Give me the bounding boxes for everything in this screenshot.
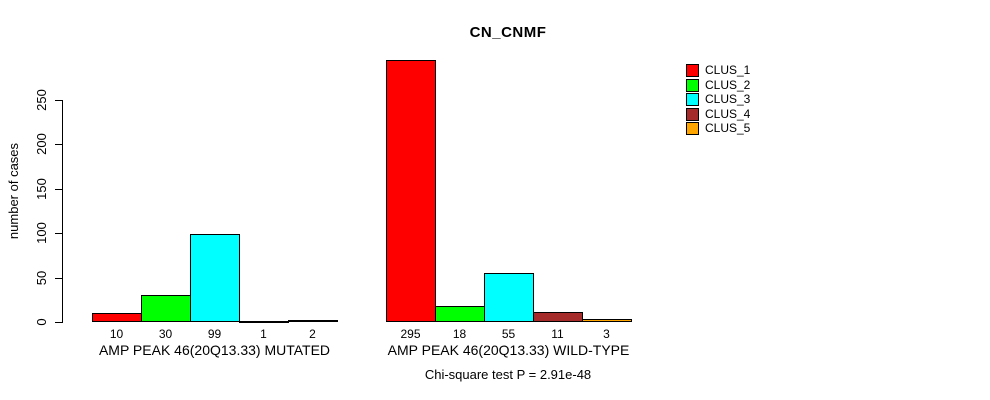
bar bbox=[92, 313, 142, 322]
legend-swatch bbox=[686, 107, 699, 121]
legend-label: CLUS_5 bbox=[705, 121, 751, 135]
legend: CLUS_1 CLUS_2 CLUS_3 CLUS_4 CLUS_5 bbox=[686, 64, 750, 137]
legend-swatch bbox=[686, 78, 699, 92]
y-tick bbox=[55, 100, 62, 101]
bar-value-label: 55 bbox=[501, 327, 516, 341]
bar-value-label: 295 bbox=[400, 327, 421, 341]
bar bbox=[533, 312, 583, 322]
y-tick bbox=[55, 144, 62, 146]
bar-value-label: 11 bbox=[551, 327, 564, 341]
bar-value-label: 10 bbox=[109, 327, 124, 341]
y-tick bbox=[55, 277, 62, 279]
y-tick bbox=[55, 188, 62, 190]
y-tick bbox=[55, 233, 62, 235]
y-axis-line bbox=[62, 100, 63, 323]
bar-value-label: 99 bbox=[207, 327, 222, 341]
legend-item: CLUS_5 bbox=[686, 122, 750, 135]
y-tick-label: 250 bbox=[34, 89, 49, 111]
bar-value-label: 18 bbox=[452, 327, 467, 341]
bar-value-label: 2 bbox=[309, 327, 316, 341]
bar-value-label: 1 bbox=[260, 327, 267, 341]
y-tick-label: 0 bbox=[34, 318, 49, 326]
y-tick-label: 150 bbox=[34, 177, 49, 200]
legend-swatch bbox=[686, 64, 699, 77]
legend-item: CLUS_1 bbox=[686, 64, 750, 77]
legend-label: CLUS_2 bbox=[705, 77, 751, 92]
bar bbox=[190, 234, 240, 322]
bar-value-label: 30 bbox=[158, 327, 173, 341]
legend-swatch bbox=[686, 122, 699, 135]
y-tick-label: 200 bbox=[34, 133, 49, 156]
legend-item: CLUS_2 bbox=[686, 77, 751, 92]
bar bbox=[435, 306, 485, 322]
bar bbox=[239, 321, 289, 324]
y-tick bbox=[55, 322, 62, 323]
legend-item: CLUS_4 bbox=[686, 106, 751, 121]
chart-title: CN_CNMF bbox=[469, 24, 547, 41]
legend-swatch bbox=[686, 93, 699, 106]
bar-value-label: 3 bbox=[603, 327, 610, 341]
y-tick-label: 50 bbox=[34, 270, 49, 285]
bar bbox=[582, 319, 632, 322]
bar bbox=[141, 295, 191, 322]
legend-label: CLUS_4 bbox=[705, 106, 751, 121]
legend-label: CLUS_1 bbox=[705, 63, 751, 77]
bar bbox=[386, 60, 436, 322]
bar bbox=[288, 320, 338, 323]
legend-label: CLUS_3 bbox=[705, 92, 751, 106]
chi-square-note: Chi-square test P = 2.91e-48 bbox=[424, 367, 592, 382]
group-label: AMP PEAK 46(20Q13.33) MUTATED bbox=[98, 342, 331, 358]
legend-item: CLUS_3 bbox=[686, 93, 750, 106]
bar bbox=[484, 273, 534, 322]
y-axis-label: number of cases bbox=[6, 142, 21, 240]
y-tick-label: 100 bbox=[34, 222, 49, 245]
group-label: AMP PEAK 46(20Q13.33) WILD-TYPE bbox=[387, 342, 630, 358]
